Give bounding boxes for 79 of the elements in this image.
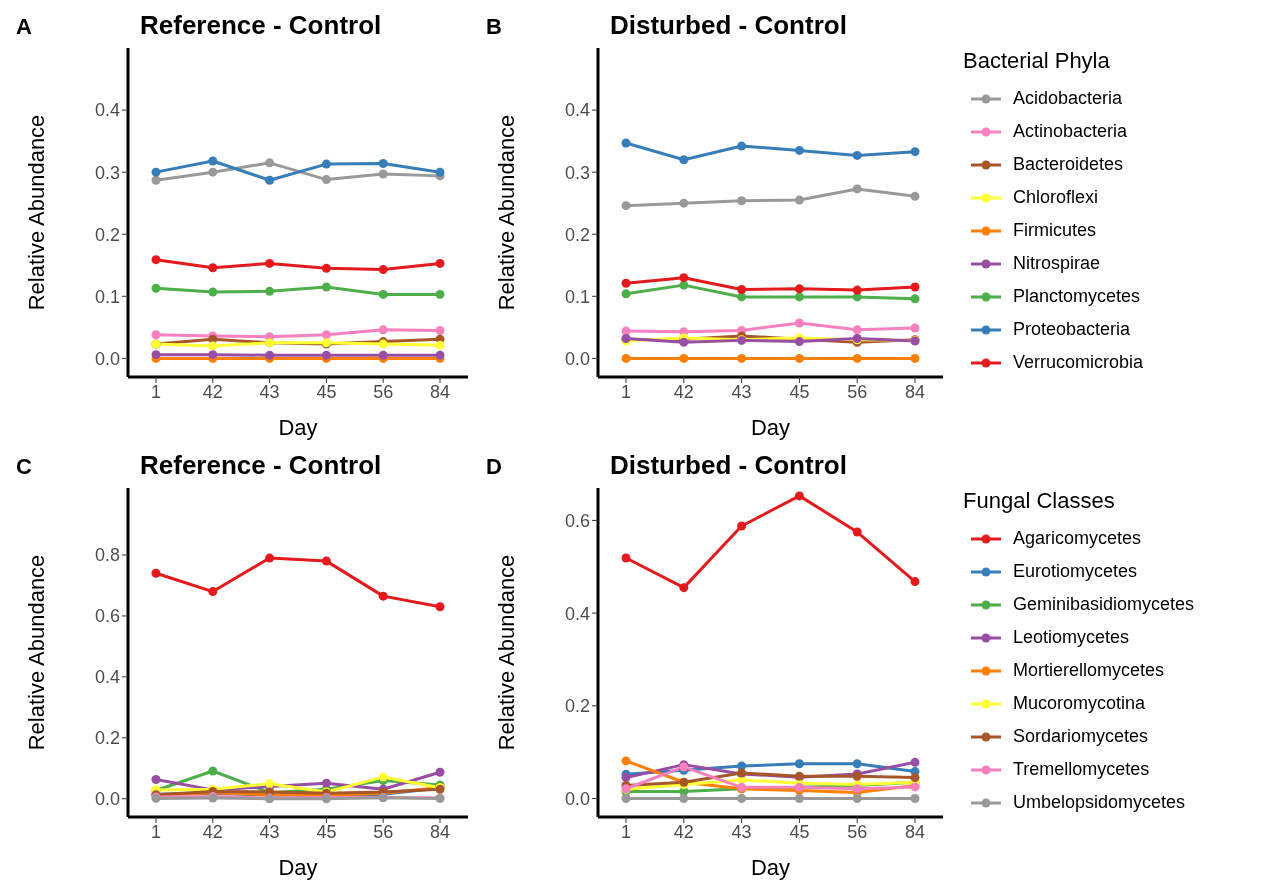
y-tick-label: 0.0 <box>564 788 590 809</box>
legend-label: Acidobacteria <box>1013 88 1123 109</box>
x-tick-label: 42 <box>673 381 694 402</box>
x-tick-label: 45 <box>789 381 810 402</box>
x-tick-label: 56 <box>847 381 868 402</box>
legend-label: Chloroflexi <box>1013 187 1099 208</box>
legend-label: Leotiomycetes <box>1013 627 1130 648</box>
text: D <box>486 454 502 480</box>
x-axis-title: Day <box>750 855 791 880</box>
text: A <box>16 14 32 40</box>
y-tick-label: 0.0 <box>564 348 590 369</box>
y-tick-label: 0.2 <box>564 224 590 245</box>
y-tick-label: 0.6 <box>564 510 590 531</box>
x-tick-label: 43 <box>259 821 280 842</box>
legend-label: Mucoromycotina <box>1013 693 1146 714</box>
text: B <box>486 14 502 40</box>
x-tick-label: 1 <box>150 381 162 402</box>
chart-title: Disturbed - Control <box>610 450 847 481</box>
y-tick-label: 0.3 <box>94 162 120 183</box>
y-tick-label: 0.4 <box>564 100 590 121</box>
y-tick-label: 0.2 <box>564 696 590 717</box>
x-axis-title: Day <box>750 415 791 440</box>
chart-title: Disturbed - Control <box>610 10 847 41</box>
y-axis-title: Relative Abundance <box>493 554 519 751</box>
text: C <box>16 454 32 480</box>
x-tick-label: 43 <box>731 821 752 842</box>
chart-title: Reference - Control <box>140 450 382 481</box>
y-tick-label: 0.8 <box>94 545 120 566</box>
x-tick-label: 45 <box>316 821 337 842</box>
y-tick-label: 0.1 <box>94 286 120 307</box>
legend-label: Bacteroidetes <box>1013 154 1124 175</box>
y-tick-label: 0.6 <box>94 606 120 627</box>
x-tick-label: 1 <box>620 821 632 842</box>
legend-label: Actinobacteria <box>1013 121 1128 142</box>
legend-label: Verrucomicrobia <box>1013 352 1144 373</box>
y-tick-label: 0.4 <box>94 100 120 121</box>
legend-title: Bacterial Phyla <box>963 48 1111 74</box>
x-tick-label: 43 <box>731 381 752 402</box>
y-axis-title: Relative Abundance <box>493 114 519 311</box>
x-tick-label: 42 <box>202 821 223 842</box>
legend-label: Eurotiomycetes <box>1013 561 1138 582</box>
chart-title: Reference - Control <box>140 10 382 41</box>
x-tick-label: 84 <box>904 381 926 402</box>
x-axis-title: Day <box>278 415 318 440</box>
x-tick-label: 42 <box>202 381 223 402</box>
x-tick-label: 84 <box>904 821 926 842</box>
x-tick-label: 45 <box>789 821 810 842</box>
y-tick-label: 0.4 <box>94 667 120 688</box>
y-tick-label: 0.0 <box>94 789 120 810</box>
x-tick-label: 84 <box>429 381 451 402</box>
x-tick-label: 42 <box>673 821 694 842</box>
x-tick-label: 84 <box>429 821 451 842</box>
y-tick-label: 0.0 <box>94 348 120 369</box>
x-axis-title: Day <box>278 855 318 880</box>
legend-label: Agaricomycetes <box>1013 528 1142 549</box>
x-tick-label: 45 <box>316 381 337 402</box>
x-tick-label: 56 <box>373 821 394 842</box>
y-tick-label: 0.2 <box>94 728 120 749</box>
legend-label: Planctomycetes <box>1013 286 1141 307</box>
legend-label: Firmicutes <box>1013 220 1097 241</box>
legend-label: Umbelopsidomycetes <box>1013 792 1186 813</box>
y-axis-title: Relative Abundance <box>23 554 49 751</box>
y-tick-label: 0.2 <box>94 224 120 245</box>
legend-label: Nitrospirae <box>1013 253 1101 274</box>
y-tick-label: 0.3 <box>564 162 590 183</box>
legend-label: Proteobacteria <box>1013 319 1131 340</box>
x-tick-label: 1 <box>150 821 162 842</box>
y-axis-title: Relative Abundance <box>23 114 49 311</box>
x-tick-label: 1 <box>620 381 632 402</box>
legend-label: Geminibasidiomycetes <box>1013 594 1195 615</box>
x-tick-label: 43 <box>259 381 280 402</box>
legend-label: Sordariomycetes <box>1013 726 1149 747</box>
x-tick-label: 56 <box>373 381 394 402</box>
legend-label: Tremellomycetes <box>1013 759 1150 780</box>
legend-title: Fungal Classes <box>963 488 1116 514</box>
x-tick-label: 56 <box>847 821 868 842</box>
y-tick-label: 0.1 <box>564 286 590 307</box>
legend-label: Mortierellomycetes <box>1013 660 1165 681</box>
y-tick-label: 0.4 <box>564 603 590 624</box>
